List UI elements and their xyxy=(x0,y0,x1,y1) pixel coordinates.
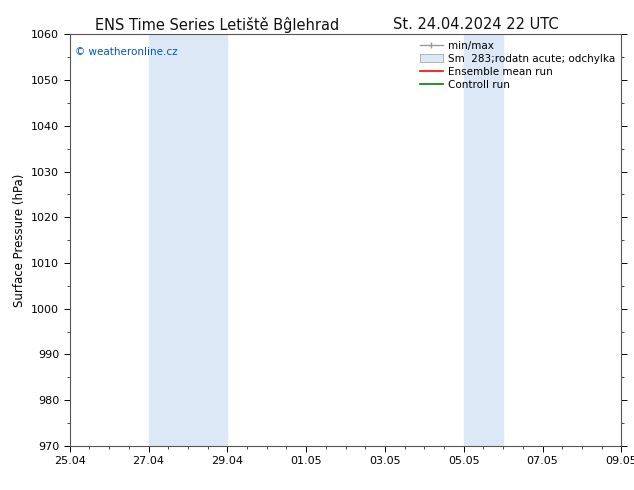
Bar xyxy=(463,34,503,446)
Text: © weatheronline.cz: © weatheronline.cz xyxy=(75,47,178,57)
Y-axis label: Surface Pressure (hPa): Surface Pressure (hPa) xyxy=(13,173,25,307)
Legend: min/max, Sm  283;rodatn acute; odchylka, Ensemble mean run, Controll run: min/max, Sm 283;rodatn acute; odchylka, … xyxy=(415,36,619,94)
Bar xyxy=(148,34,228,446)
Text: ENS Time Series Letiště Bĝlehrad: ENS Time Series Letiště Bĝlehrad xyxy=(95,17,339,33)
Text: St. 24.04.2024 22 UTC: St. 24.04.2024 22 UTC xyxy=(393,17,559,32)
